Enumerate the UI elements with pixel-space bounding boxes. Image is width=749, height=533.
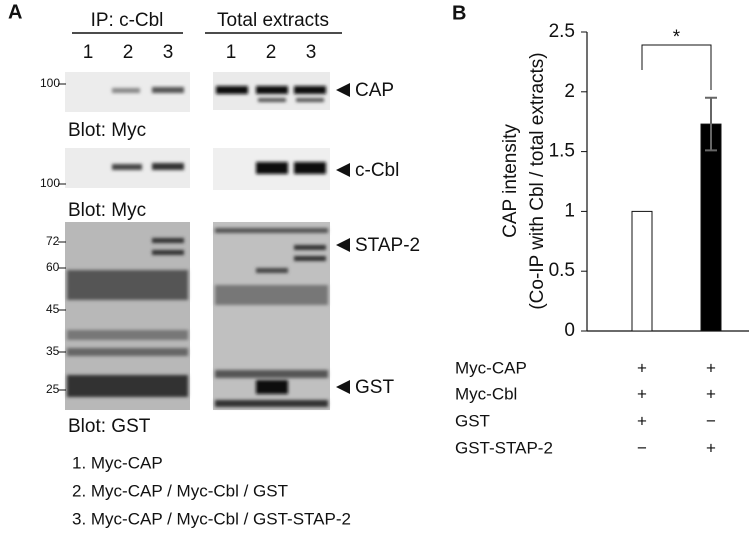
blot-label: Blot: GST [68,416,151,437]
blot-label: Blot: Myc [68,120,146,141]
blot-bands [112,163,184,170]
lane-label: 3 [163,42,174,63]
arrow [336,83,350,97]
condition-label: Myc-CAP [455,358,527,377]
condition-sign: + [706,438,716,457]
marker: 72 [46,234,60,248]
y-axis-label: CAP intensity [500,124,521,238]
annotation: * [673,27,681,48]
arrow [336,380,350,394]
y-tick-label: 2.5 [549,21,575,42]
total-header: Total extracts [217,10,329,31]
condition-sign: + [637,411,647,430]
condition-sign: + [706,384,716,403]
bar [700,123,722,332]
y-tick-label: 1 [564,200,575,221]
lane-label: 1 [83,42,94,63]
panel-a: A IP: c-Cbl Total extracts 1 2 3 1 2 3 1… [8,1,420,528]
panel-label: A [8,1,22,23]
arrow [336,163,350,177]
condition-sign: − [637,438,647,457]
lane-label: 2 [266,42,277,63]
lane-label: 3 [306,42,317,63]
condition-sign: + [637,384,647,403]
marker: 60 [46,260,60,274]
legend-item: 2. Myc-CAP / Myc-Cbl / GST [72,481,288,500]
marker: 25 [46,382,60,396]
marker: 45 [46,302,60,316]
lane-label: 1 [226,42,237,63]
band-label: GST [355,377,394,398]
blot-bands [256,162,326,174]
y-tick-label: 2 [564,81,575,102]
legend-item: 1. Myc-CAP [72,453,163,472]
y-axis-label: (Co-IP with Cbl / total extracts) [527,52,548,309]
blot-bands [67,238,188,397]
condition-sign: + [637,358,647,377]
significance-bracket [641,44,712,90]
panel-label: B [452,2,466,24]
bar [631,210,653,332]
panel-b: B CAP intensity (Co-IP with Cbl / total … [452,2,749,457]
blot-bands [215,228,328,407]
y-tick-label: 0.5 [549,260,575,281]
marker: 100 [40,76,60,90]
legend-item: 3. Myc-CAP / Myc-Cbl / GST-STAP-2 [72,509,351,528]
condition-label: GST [455,411,490,430]
lane-label: 2 [123,42,134,63]
arrow [336,238,350,252]
band-label: c-Cbl [355,160,399,181]
condition-label: Myc-Cbl [455,384,517,403]
blot-bands [216,86,326,102]
band-label: STAP-2 [355,235,420,256]
blot-bands [112,87,184,93]
ip-header: IP: c-Cbl [91,10,164,31]
band-label: CAP [355,80,394,101]
condition-sign: + [706,358,716,377]
marker: 35 [46,344,60,358]
blot-label: Blot: Myc [68,200,146,221]
y-tick-label: 0 [564,320,575,341]
condition-sign: − [706,411,716,430]
error-bar [705,96,717,152]
condition-label: GST-STAP-2 [455,438,553,457]
marker: 100 [40,176,60,190]
blot [213,222,330,410]
y-tick-label: 1.5 [549,141,575,162]
